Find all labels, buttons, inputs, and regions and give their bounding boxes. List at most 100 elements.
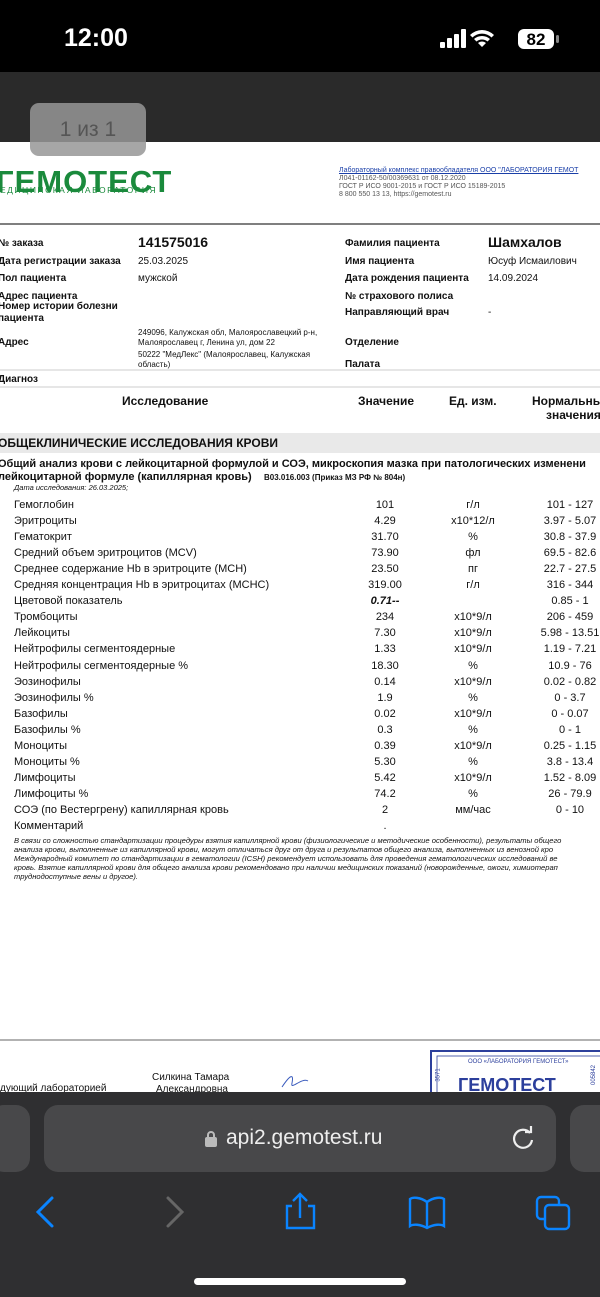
order-label: № страхового полиса — [345, 291, 454, 302]
result-name: СОЭ (по Вестергрену) капиллярная кровь — [14, 803, 229, 816]
result-norm: 10.9 - 76 — [548, 659, 592, 672]
result-value: 4.29 — [374, 515, 396, 528]
result-norm: 0.02 - 0.82 — [543, 675, 597, 688]
result-name: Лимфоциты % — [14, 787, 89, 800]
result-unit: % — [468, 723, 478, 736]
result-unit: % — [468, 755, 478, 768]
url[interactable]: api2.gemotest.ru — [226, 1126, 383, 1149]
status-time: 12:00 — [64, 24, 128, 52]
result-value: 18.30 — [371, 659, 399, 672]
order-value: 14.09.2024 — [488, 273, 539, 284]
result-value: 0.14 — [374, 675, 396, 688]
result-norm: 0.85 - 1 — [551, 595, 589, 608]
order-label: Дата регистрации заказа — [0, 256, 121, 267]
result-unit: фл — [465, 547, 481, 560]
result-norm: 101 - 127 — [546, 499, 594, 511]
result-value: 5.30 — [374, 755, 396, 768]
col-unit: Ед. изм. — [449, 394, 497, 408]
result-norm: 30.8 - 37.9 — [543, 531, 597, 544]
footnote: Международный комитет по стандартизации … — [14, 854, 558, 863]
result-name: Базофилы % — [14, 723, 81, 736]
bookmarks-button[interactable] — [408, 1196, 446, 1230]
result-unit: x10*9/л — [454, 611, 492, 624]
back-button[interactable] — [35, 1196, 54, 1228]
stamp-side-right: 005842 — [591, 1064, 598, 1086]
order-label: Адрес пациента — [0, 291, 78, 302]
result-unit: % — [468, 787, 478, 800]
test-title: лейкоцитарной формуле (капиллярная кровь… — [0, 471, 252, 483]
forward-button[interactable] — [166, 1196, 185, 1228]
tabs-button[interactable] — [535, 1195, 571, 1231]
toolbar — [35, 1192, 571, 1231]
result-value: 1.33 — [374, 643, 396, 656]
col-value: Значение — [358, 394, 415, 408]
address-bar[interactable] — [44, 1105, 556, 1172]
result-norm: 5.98 - 13.51 — [540, 627, 600, 640]
result-norm: 26 - 79.9 — [548, 787, 592, 800]
result-unit: % — [468, 659, 478, 672]
result-value: 73.90 — [371, 547, 399, 560]
order-label: Отделение — [345, 337, 399, 348]
stamp-org: ООО «ЛАБОРАТОРИЯ ГЕМОТЕСТ» — [468, 1059, 569, 1065]
result-norm: 1.19 - 7.21 — [543, 643, 597, 656]
section-title: ОБЩЕКЛИНИЧЕСКИЕ ИССЛЕДОВАНИЯ КРОВИ — [0, 436, 278, 450]
result-name: Комментарий — [14, 820, 84, 832]
result-norm: 0 - 10 — [555, 803, 585, 816]
header-info: 8 800 550 13 13, https://gemotest.ru — [339, 191, 452, 198]
logo-tagline: ЕДИЦИНСКАЯ ЛАБОРАТОРИЯ — [0, 185, 158, 195]
order-label: Пол пациента — [0, 273, 67, 284]
result-norm: 0.25 - 1.15 — [543, 739, 597, 752]
result-name: Среднее содержание Hb в эритроците (MCH) — [14, 563, 247, 576]
result-value: 234 — [375, 611, 395, 624]
result-norm: 206 - 459 — [546, 611, 594, 624]
result-norm: 0 - 1 — [558, 723, 581, 736]
share-button[interactable] — [285, 1192, 316, 1230]
result-value: 7.30 — [374, 627, 396, 640]
result-value: 0.71-- — [370, 595, 400, 608]
header-info: Л041-01162-50/00369631 от 08.12.2020 — [339, 175, 466, 182]
result-norm: 0 - 0.07 — [551, 707, 589, 720]
result-norm: 69.5 - 82.6 — [543, 547, 597, 560]
result-name: Лейкоциты — [14, 627, 70, 640]
tab-next[interactable] — [570, 1105, 600, 1172]
page-indicator: 1 из 1 — [30, 103, 146, 156]
tab-prev[interactable] — [0, 1105, 30, 1172]
doc-lines — [0, 223, 600, 1092]
result-value: 0.02 — [374, 707, 396, 720]
signature-name: Александровна — [156, 1084, 228, 1092]
footnote: анализа крови, выполненные из капиллярно… — [14, 845, 554, 854]
result-name: Моноциты % — [14, 755, 80, 768]
result-value: 0.3 — [377, 723, 393, 736]
diagnosis-label: Диагноз — [0, 374, 38, 385]
result-norm: 0 - 3.7 — [554, 691, 586, 704]
order-label: Номер истории болезни пациента — [0, 301, 118, 324]
order-value: 249096, Калужская обл, Малоярославецкий … — [138, 328, 318, 347]
logo-name: ГЕМОТЕСТ — [0, 164, 173, 199]
order-label: Дата рождения пациента — [345, 273, 469, 284]
result-name: Средняя концентрация Hb в эритроцитах (M… — [14, 579, 270, 592]
result-unit: x10*9/л — [454, 707, 492, 720]
result-unit: г/л — [466, 499, 480, 511]
status-icons: 82 — [440, 29, 559, 49]
result-norm: 3.97 - 5.07 — [543, 515, 597, 528]
result-name: Цветовой показатель — [14, 595, 123, 608]
reload-button[interactable] — [508, 1124, 538, 1154]
result-name: Нейтрофилы сегментоядерные % — [14, 659, 189, 672]
order-value: Юсуф Исмаилович — [488, 256, 577, 267]
result-name: Эозинофилы % — [14, 691, 94, 704]
result-name: Эозинофилы — [14, 675, 81, 688]
result-norm: 22.7 - 27.5 — [543, 563, 597, 576]
result-name: Моноциты — [14, 739, 67, 752]
result-value: 1.9 — [377, 691, 393, 704]
result-unit: x10*9/л — [454, 643, 492, 656]
result-value: 74.2 — [374, 787, 396, 800]
result-name: Гемоглобин — [14, 499, 74, 511]
col-norm: Нормальны — [532, 394, 600, 408]
order-value: - — [488, 307, 492, 318]
result-name: Тромбоциты — [14, 611, 78, 624]
result-name: Лимфоциты — [14, 771, 76, 784]
stamp-side-left: 3571 — [435, 1068, 442, 1082]
result-unit: x10*9/л — [454, 739, 492, 752]
result-unit: пг — [468, 563, 478, 576]
battery-level: 82 — [527, 30, 546, 49]
